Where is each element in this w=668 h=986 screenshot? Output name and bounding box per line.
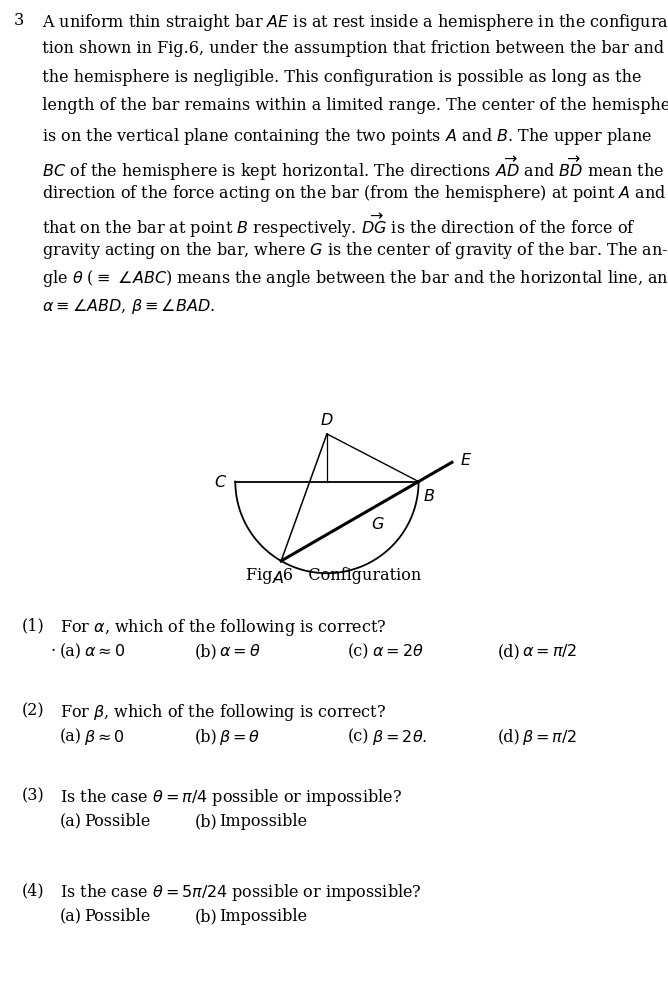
Text: $\beta = 2\theta.$: $\beta = 2\theta.$ — [372, 728, 428, 746]
Text: (d): (d) — [498, 728, 521, 744]
Text: $D$: $D$ — [320, 412, 334, 429]
Text: (2): (2) — [22, 701, 45, 718]
Text: $\beta = \theta$: $\beta = \theta$ — [219, 728, 261, 746]
Text: (3): (3) — [22, 786, 45, 804]
Text: $G$: $G$ — [371, 516, 385, 532]
Text: (c): (c) — [348, 728, 369, 744]
Text: A uniform thin straight bar $AE$ is at rest inside a hemisphere in the configura: A uniform thin straight bar $AE$ is at r… — [32, 12, 668, 33]
Text: (b): (b) — [195, 728, 218, 744]
Text: is on the vertical plane containing the two points $A$ and $B$. The upper plane: is on the vertical plane containing the … — [32, 126, 652, 147]
Text: $E$: $E$ — [460, 452, 472, 469]
Text: $\beta = \pi/2$: $\beta = \pi/2$ — [522, 728, 576, 746]
Text: (4): (4) — [22, 881, 45, 898]
Text: Fig. 6   Configuration: Fig. 6 Configuration — [246, 566, 422, 584]
Text: 3: 3 — [14, 12, 24, 29]
Text: $A$: $A$ — [273, 570, 285, 587]
Text: (a): (a) — [60, 907, 82, 924]
Text: gravity acting on the bar, where $G$ is the center of gravity of the bar. The an: gravity acting on the bar, where $G$ is … — [32, 240, 668, 260]
Text: $\alpha = \theta$: $\alpha = \theta$ — [219, 642, 261, 660]
Text: $BC$ of the hemisphere is kept horizontal. The directions $\overrightarrow{AD}$ : $BC$ of the hemisphere is kept horizonta… — [32, 155, 664, 183]
Text: (a): (a) — [60, 642, 82, 660]
Text: Is the case $\theta = 5\pi/24$ possible or impossible?: Is the case $\theta = 5\pi/24$ possible … — [60, 881, 422, 902]
Text: (c): (c) — [348, 642, 369, 660]
Text: (a): (a) — [60, 728, 82, 744]
Text: tion shown in Fig.6, under the assumption that friction between the bar and: tion shown in Fig.6, under the assumptio… — [32, 40, 664, 57]
Text: direction of the force acting on the bar (from the hemisphere) at point $A$ and: direction of the force acting on the bar… — [32, 182, 667, 204]
Text: $\alpha \approx 0$: $\alpha \approx 0$ — [84, 642, 125, 660]
Text: the hemisphere is negligible. This configuration is possible as long as the: the hemisphere is negligible. This confi… — [32, 69, 641, 86]
Text: $\alpha = \pi/2$: $\alpha = \pi/2$ — [522, 642, 577, 660]
Text: $\alpha = 2\theta$: $\alpha = 2\theta$ — [372, 642, 424, 660]
Text: Impossible: Impossible — [219, 812, 307, 829]
Text: $C$: $C$ — [214, 473, 227, 491]
Text: (b): (b) — [195, 907, 218, 924]
Text: length of the bar remains within a limited range. The center of the hemisphere: length of the bar remains within a limit… — [32, 98, 668, 114]
Text: $B$: $B$ — [423, 488, 435, 505]
Text: Is the case $\theta = \pi/4$ possible or impossible?: Is the case $\theta = \pi/4$ possible or… — [60, 786, 402, 808]
Text: (b): (b) — [195, 812, 218, 829]
Text: Impossible: Impossible — [219, 907, 307, 924]
Text: For $\alpha$, which of the following is correct?: For $\alpha$, which of the following is … — [60, 616, 387, 637]
Text: that on the bar at point $B$ respectively. $\overrightarrow{DG}$ is the directio: that on the bar at point $B$ respectivel… — [32, 211, 636, 240]
Text: (b): (b) — [195, 642, 218, 660]
Text: (a): (a) — [60, 812, 82, 829]
Text: Possible: Possible — [84, 907, 150, 924]
Text: $\alpha \equiv \angle ABD$, $\beta \equiv \angle BAD$.: $\alpha \equiv \angle ABD$, $\beta \equi… — [32, 297, 215, 316]
Text: Possible: Possible — [84, 812, 150, 829]
Text: For $\beta$, which of the following is correct?: For $\beta$, which of the following is c… — [60, 701, 386, 723]
Text: (d): (d) — [498, 642, 521, 660]
Text: gle $\theta$ ($\equiv$ $\angle ABC$) means the angle between the bar and the hor: gle $\theta$ ($\equiv$ $\angle ABC$) mea… — [32, 268, 668, 289]
Text: ·: · — [50, 642, 55, 660]
Text: (1): (1) — [22, 616, 45, 633]
Text: $\beta \approx 0$: $\beta \approx 0$ — [84, 728, 125, 746]
